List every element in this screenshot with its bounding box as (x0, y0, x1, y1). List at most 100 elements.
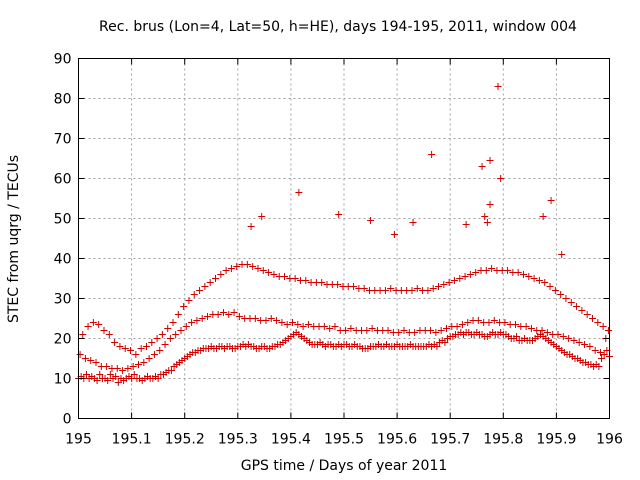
data-point (453, 323, 461, 330)
y-tick-label: 20 (54, 332, 72, 348)
data-point (318, 279, 326, 286)
data-point (196, 287, 204, 294)
data-point (130, 371, 138, 378)
data-point (433, 343, 441, 350)
y-axis-label: STEC from uqrg / TECUs (6, 155, 22, 323)
data-point (185, 297, 193, 304)
data-point (390, 231, 398, 238)
data-point (267, 315, 275, 322)
data-point (567, 299, 575, 306)
data-point (265, 269, 273, 276)
data-point (204, 313, 212, 320)
data-point (522, 323, 530, 330)
data-point (177, 327, 185, 334)
data-point (551, 287, 559, 294)
y-tick-label: 70 (54, 132, 72, 148)
data-point (142, 343, 150, 350)
x-axis-label: GPS time / Days of year 2011 (241, 458, 448, 474)
data-point (158, 331, 166, 338)
data-point (586, 343, 594, 350)
data-point (461, 273, 469, 280)
data-point (283, 321, 291, 328)
data-point (182, 323, 190, 330)
data-point (604, 327, 612, 334)
grid (78, 58, 610, 419)
data-point (462, 221, 470, 228)
data-point (262, 317, 270, 324)
y-tick-label: 10 (54, 372, 72, 388)
data-point (164, 325, 172, 332)
data-point (481, 213, 489, 220)
data-point (596, 349, 604, 356)
data-point (121, 345, 129, 352)
data-point (116, 343, 124, 350)
data-point (547, 197, 555, 204)
data-point (95, 321, 103, 328)
data-point (334, 281, 342, 288)
data-point (342, 327, 350, 334)
data-point (96, 371, 104, 378)
data-point (494, 83, 502, 90)
data-point (89, 319, 97, 326)
data-point (100, 327, 108, 334)
data-point (512, 321, 520, 328)
data-point (193, 317, 201, 324)
data-point (558, 251, 566, 258)
data-point (486, 157, 494, 164)
data-point (211, 275, 219, 282)
data-point (363, 327, 371, 334)
data-point (166, 335, 174, 342)
data-point (591, 347, 599, 354)
data-point (320, 323, 328, 330)
data-point (270, 271, 278, 278)
data-point (541, 279, 549, 286)
data-point (278, 319, 286, 326)
data-point (456, 275, 464, 282)
data-point (299, 323, 307, 330)
data-point (368, 325, 376, 332)
data-point (485, 319, 493, 326)
data-point (92, 359, 100, 366)
data-point (294, 321, 302, 328)
data-point (135, 361, 143, 368)
data-point (132, 351, 140, 358)
data-point (437, 327, 445, 334)
data-point (111, 339, 119, 346)
data-point (201, 283, 209, 290)
data-point (291, 275, 299, 282)
data-point (190, 291, 198, 298)
data-point (288, 319, 296, 326)
data-point (400, 327, 408, 334)
data-point (295, 189, 303, 196)
data-point (546, 283, 554, 290)
y-tick-label: 40 (54, 252, 72, 268)
data-point (450, 277, 458, 284)
data-point (554, 331, 562, 338)
x-tick-label: 195.8 (483, 432, 523, 448)
data-point (530, 275, 538, 282)
data-point (445, 279, 453, 286)
data-point (243, 261, 251, 268)
x-tick-label: 195 (65, 432, 92, 448)
data-point (304, 321, 312, 328)
data-point (527, 325, 535, 332)
data-point (565, 335, 573, 342)
data-point (525, 273, 533, 280)
x-tick-label: 195.4 (271, 432, 311, 448)
data-point (114, 379, 122, 386)
data-point (539, 213, 547, 220)
data-point (413, 285, 421, 292)
data-point (198, 315, 206, 322)
axis-ticks (78, 58, 610, 419)
data-point (174, 311, 182, 318)
data-point (180, 303, 188, 310)
data-point (113, 365, 121, 372)
data-point (219, 309, 227, 316)
data-point (331, 323, 339, 330)
data-point (129, 363, 137, 370)
data-point (424, 287, 432, 294)
data-point (235, 313, 243, 320)
data-point (225, 311, 233, 318)
data-point (254, 265, 262, 272)
data-point (573, 303, 581, 310)
